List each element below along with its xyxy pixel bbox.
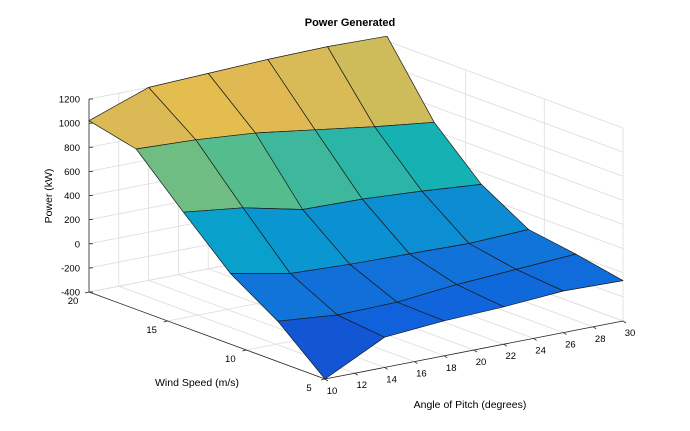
x-tick-label: 18 xyxy=(446,363,457,374)
y-tick xyxy=(163,320,168,323)
back-wall-gridline xyxy=(386,64,624,153)
x-tick-label: 24 xyxy=(535,345,546,356)
y-axis-line xyxy=(88,291,326,380)
x-tick-label: 30 xyxy=(625,328,636,339)
x-tick-label: 16 xyxy=(416,369,427,380)
z-tick-label: -200 xyxy=(61,263,80,274)
back-wall-gridline xyxy=(386,40,624,129)
y-axis-label: Wind Speed (m/s) xyxy=(155,377,239,389)
x-tick-label: 14 xyxy=(386,374,397,385)
y-tick-label: 10 xyxy=(225,354,236,365)
x-tick-label: 28 xyxy=(595,334,606,345)
y-tick xyxy=(84,291,90,294)
z-tick-label: 400 xyxy=(64,191,80,202)
y-tick-label: 5 xyxy=(306,383,311,394)
chart-title: Power Generated xyxy=(305,17,395,29)
z-tick-label: -400 xyxy=(61,288,80,299)
z-tick-label: 600 xyxy=(64,167,80,178)
x-tick xyxy=(563,332,567,335)
x-tick-label: 20 xyxy=(476,357,487,368)
x-tick xyxy=(622,320,627,324)
z-tick-label: 1000 xyxy=(59,119,80,130)
x-tick xyxy=(503,343,508,347)
x-tick xyxy=(473,349,478,353)
x-tick-label: 22 xyxy=(506,351,517,362)
x-tick xyxy=(354,372,359,376)
z-tick-label: 800 xyxy=(64,143,80,154)
axis-layer: 10121416182022242628305101520-400-200020… xyxy=(59,95,635,398)
z-tick-label: 1200 xyxy=(59,95,80,106)
x-tick-label: 10 xyxy=(327,386,338,397)
z-tick-label: 0 xyxy=(75,239,80,250)
z-axis-label: Power (kW) xyxy=(43,169,55,224)
x-tick xyxy=(592,326,597,330)
y-tick xyxy=(320,378,326,381)
y-tick xyxy=(242,349,247,352)
x-tick xyxy=(414,361,418,364)
back-wall-gridline xyxy=(386,88,624,177)
x-tick xyxy=(443,355,448,359)
x-tick-label: 12 xyxy=(357,380,368,391)
y-tick-label: 15 xyxy=(146,325,157,336)
surface-layer xyxy=(88,35,624,380)
x-tick-label: 26 xyxy=(565,340,576,351)
x-tick xyxy=(384,367,388,370)
x-tick xyxy=(533,338,537,341)
y-tick-label: 20 xyxy=(68,296,79,307)
surface-patch xyxy=(277,314,385,380)
x-axis-label: Angle of Pitch (degrees) xyxy=(414,399,527,411)
z-tick-label: 200 xyxy=(64,215,80,226)
x-tick xyxy=(324,378,329,382)
